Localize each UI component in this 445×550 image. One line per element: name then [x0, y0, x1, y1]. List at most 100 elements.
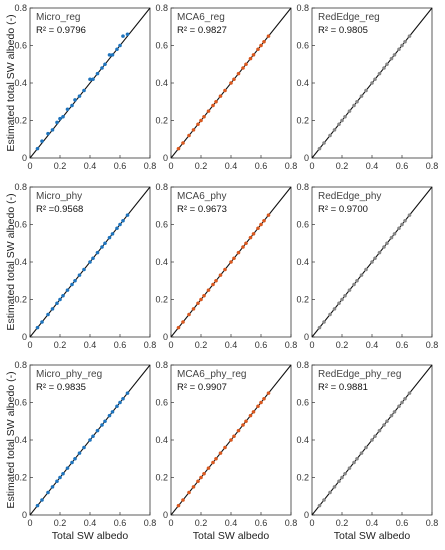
- data-point: [110, 53, 115, 57]
- data-point: [236, 71, 241, 76]
- y-tick-label: 0.2: [14, 295, 27, 305]
- data-point: [317, 325, 322, 330]
- data-point: [262, 218, 266, 223]
- data-point: [359, 273, 364, 277]
- data-point: [73, 278, 77, 283]
- y-tick-label: 0: [163, 153, 168, 163]
- y-tick-label: 0.2: [155, 116, 168, 126]
- data-point: [262, 39, 266, 44]
- y-tick-label: 0.6: [296, 398, 309, 408]
- data-point: [352, 103, 356, 108]
- x-tick-label: 0.8: [426, 518, 439, 528]
- data-point: [322, 320, 326, 324]
- data-point: [218, 94, 223, 98]
- data-point: [125, 213, 130, 217]
- r-squared-label: R² = 0.9881: [318, 382, 368, 393]
- x-tick-label: 0.4: [84, 340, 97, 350]
- data-point: [82, 88, 86, 93]
- data-point: [115, 404, 119, 409]
- y-tick-label: 0.4: [14, 78, 27, 88]
- panel-title: RedEdge_phy: [318, 191, 381, 202]
- scatter-panel-micro-phy-reg: 0 0.2 0.4 0.6 0.8 0 0.2 0.4 0.6 0.8 Micro_phy_reg R…: [5, 360, 156, 542]
- data-point: [46, 131, 50, 136]
- y-tick-label: 0.4: [155, 78, 168, 88]
- data-point: [377, 71, 382, 76]
- x-tick-label: 0.6: [114, 161, 127, 171]
- data-point: [259, 400, 263, 405]
- data-point: [389, 235, 394, 240]
- data-point: [266, 213, 271, 217]
- data-point: [211, 282, 215, 287]
- y-tick-label: 0.4: [155, 257, 168, 267]
- data-point: [232, 256, 236, 261]
- scatter-panel-mca6-reg: 0 0.2 0.4 0.6 0.8 0 0.2 0.4 0.6 0.8 MCA6_reg R² = 0…: [155, 3, 297, 171]
- data-point: [199, 475, 203, 480]
- data-point: [88, 438, 92, 442]
- data-point: [251, 232, 256, 236]
- data-point: [385, 62, 389, 67]
- y-tick-label: 0.2: [155, 473, 168, 483]
- data-point: [199, 297, 203, 302]
- r-squared-label: R² = 0.9827: [177, 25, 227, 36]
- data-point: [397, 404, 401, 409]
- data-point: [95, 428, 100, 433]
- data-point: [256, 226, 260, 231]
- scatter-panel-mca6-phy-reg: 0 0.2 0.4 0.6 0.8 0 0.2 0.4 0.6 0.8 MCA6_phy_reg R²…: [155, 360, 297, 542]
- data-point: [121, 218, 125, 223]
- data-point: [61, 293, 65, 298]
- data-point: [40, 320, 44, 324]
- r-squared-label: R² = 0.9907: [177, 382, 227, 393]
- x-tick-label: 0.6: [114, 518, 127, 528]
- data-point: [35, 503, 40, 508]
- data-point: [223, 267, 227, 272]
- x-tick-label: 0: [309, 340, 314, 350]
- data-point: [176, 146, 181, 151]
- data-point: [232, 434, 236, 439]
- data-point: [110, 232, 115, 236]
- x-tick-label: 0: [168, 161, 173, 171]
- data-point: [403, 396, 407, 401]
- x-tick-label: 0.8: [426, 161, 439, 171]
- data-point: [118, 222, 122, 227]
- x-tick-label: 0.6: [396, 161, 409, 171]
- data-point: [82, 267, 86, 272]
- data-point: [65, 466, 70, 470]
- y-tick-label: 0.6: [14, 398, 27, 408]
- data-point: [407, 34, 412, 38]
- data-point: [392, 410, 397, 414]
- data-point: [50, 128, 55, 132]
- data-point: [373, 256, 377, 261]
- data-point: [181, 320, 185, 324]
- y-tick-label: 0.2: [14, 473, 27, 483]
- y-tick-label: 0.4: [155, 435, 168, 445]
- panel-title: Micro_reg: [36, 12, 80, 23]
- data-point: [232, 77, 236, 82]
- data-point: [181, 498, 185, 502]
- data-point: [73, 456, 77, 461]
- x-tick-label: 0.4: [84, 161, 97, 171]
- data-point: [191, 307, 196, 311]
- data-point: [332, 485, 337, 489]
- y-tick-label: 0.8: [14, 182, 27, 192]
- data-point: [397, 226, 401, 231]
- data-point: [88, 77, 92, 82]
- data-point: [256, 404, 260, 409]
- x-tick-label: 0: [309, 161, 314, 171]
- x-tick-label: 0.2: [336, 340, 349, 350]
- y-tick-label: 0: [304, 332, 309, 342]
- data-point: [55, 479, 59, 484]
- data-point: [50, 307, 55, 311]
- data-point: [347, 109, 352, 113]
- x-tick-label: 0.6: [114, 340, 127, 350]
- y-tick-label: 0.4: [296, 257, 309, 267]
- x-tick-label: 0.2: [54, 161, 67, 171]
- data-point: [206, 288, 211, 292]
- x-tick-label: 0.2: [195, 518, 208, 528]
- panel-title: MCA6_phy_reg: [177, 369, 246, 380]
- y-tick-label: 0.2: [296, 116, 309, 126]
- data-point: [352, 460, 356, 465]
- y-tick-label: 0.6: [155, 220, 168, 230]
- data-point: [218, 451, 223, 455]
- data-point: [359, 451, 364, 455]
- x-tick-label: 0.6: [255, 161, 268, 171]
